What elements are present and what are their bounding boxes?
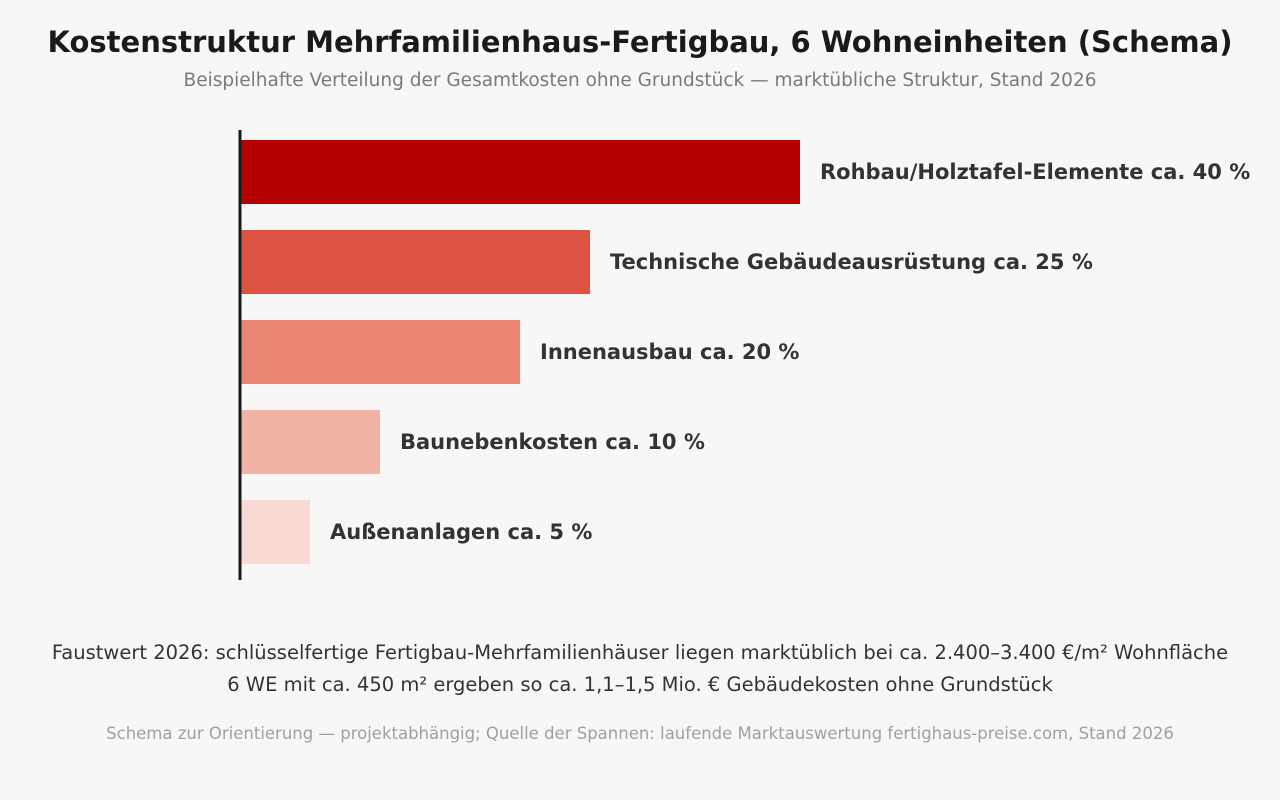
bar-technische-gebaeudeausruestung (240, 230, 590, 294)
bar-baunebenkosten (240, 410, 380, 474)
bar-aussenanlagen (240, 500, 310, 564)
source-note: Schema zur Orientierung — projektabhängi… (106, 724, 1174, 743)
chart-subtitle: Beispielhafte Verteilung der Gesamtkoste… (183, 70, 1097, 91)
bar-rohbau-holztafel-elemente (240, 140, 800, 204)
data-label-aussenanlagen: Außenanlagen ca. 5 % (330, 520, 592, 544)
data-label-innenausbau: Innenausbau ca. 20 % (540, 340, 799, 364)
data-label-rohbau-holztafel-elemente: Rohbau/Holztafel-Elemente ca. 40 % (820, 160, 1250, 184)
note-line-1: Faustwert 2026: schlüsselfertige Fertigb… (51, 641, 1229, 664)
data-label-technische-gebaeudeausruestung: Technische Gebäudeausrüstung ca. 25 % (610, 250, 1093, 274)
data-label-baunebenkosten: Baunebenkosten ca. 10 % (400, 430, 705, 454)
chart-title: Kostenstruktur Mehrfamilienhaus-Fertigba… (47, 25, 1233, 59)
bar-innenausbau (240, 320, 520, 384)
note-line-2: 6 WE mit ca. 450 m² ergeben so ca. 1,1–1… (227, 673, 1053, 696)
